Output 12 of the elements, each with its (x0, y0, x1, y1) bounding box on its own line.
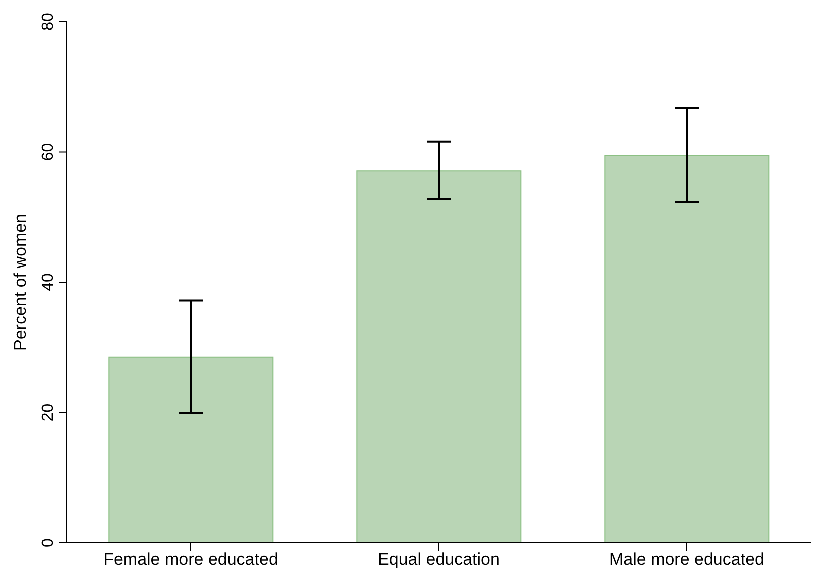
bar (604, 155, 770, 543)
bar (356, 170, 522, 543)
x-tick-label: Female more educated (104, 550, 278, 570)
y-tick-label: 80 (40, 13, 57, 31)
y-axis-title: Percent of women (11, 214, 30, 352)
y-tick-label: 60 (40, 143, 57, 162)
y-tick-label: 40 (40, 274, 57, 292)
bar (108, 356, 274, 543)
y-tick-label: 20 (40, 404, 57, 422)
x-tick-label: Equal education (378, 550, 500, 570)
x-tick-label: Male more educated (610, 550, 764, 570)
y-tick-label: 0 (40, 538, 57, 548)
